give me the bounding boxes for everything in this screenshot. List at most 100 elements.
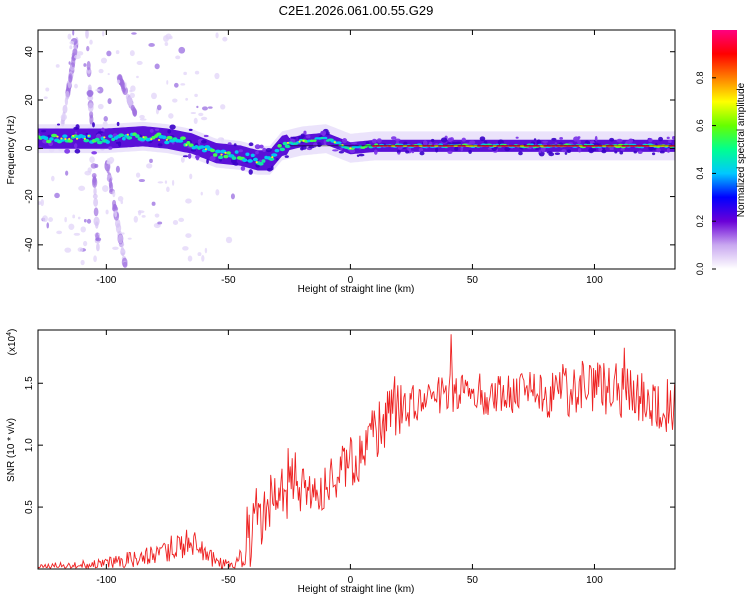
noise-blob <box>51 175 55 182</box>
spectrogram-xlabel: Height of straight line (km) <box>298 284 415 295</box>
noise-blob <box>105 209 109 215</box>
noise-blob <box>43 96 48 99</box>
noise-blob <box>182 246 189 251</box>
ridge-speckle <box>300 146 304 151</box>
noise-blob <box>127 237 132 240</box>
ridge-peak <box>157 138 161 141</box>
ridge-speckle <box>167 129 172 134</box>
noise-blob <box>183 71 187 76</box>
noise-blob <box>166 186 170 193</box>
noise-blob <box>115 50 120 55</box>
ridge-speckle <box>419 151 425 156</box>
ridge-core <box>122 136 126 141</box>
noise-blob <box>86 218 92 224</box>
ridge-speckle <box>411 150 415 154</box>
ridge-speckle <box>92 122 95 128</box>
ridge-speckle <box>666 136 670 140</box>
spectrogram-panel: -100 -50 0 50 100 -40 -20 0 20 40 Height of strai… <box>6 29 676 295</box>
ridge-core <box>234 150 239 154</box>
ridge-speckle <box>338 151 344 154</box>
noise-blob <box>38 201 42 205</box>
ridge-speckle <box>651 152 656 156</box>
noise-blob <box>80 259 85 266</box>
snr-scale-exponent: 4 <box>6 332 13 336</box>
ridge-speckle <box>358 153 365 157</box>
noise-blob <box>68 223 75 230</box>
ridge-speckle <box>74 148 81 154</box>
ridge-peak <box>87 134 90 137</box>
ridge-speckle <box>405 150 410 154</box>
noise-blob <box>68 61 71 65</box>
ridge-speckle <box>422 140 428 146</box>
ridge-core <box>268 157 275 161</box>
colorbar-label: Normalized spectral amplitude <box>736 82 747 217</box>
ridge-speckle <box>238 149 243 153</box>
ridge-peak <box>64 138 67 141</box>
ridge-speckle <box>447 150 453 154</box>
y-tick-label: -20 <box>24 189 35 204</box>
x-tick-label: -50 <box>221 575 236 586</box>
ridge-speckle <box>154 128 160 131</box>
ridge-speckle <box>614 150 618 154</box>
ridge-speckle <box>518 151 523 156</box>
noise-blob <box>172 219 179 226</box>
noise-blob <box>107 98 112 105</box>
noise-blob <box>67 33 72 40</box>
colorbar-tick-label: 0.8 <box>695 72 705 85</box>
noise-blob <box>97 103 104 110</box>
ridge-speckle <box>203 134 209 138</box>
noise-blob <box>98 68 104 74</box>
noise-blob <box>95 88 100 92</box>
noise-blob <box>174 82 179 88</box>
noise-blob <box>180 156 185 163</box>
ridge-core <box>118 133 125 138</box>
ridge-speckle <box>403 141 408 146</box>
ridge-core <box>271 153 278 157</box>
snr-frame <box>37 329 676 570</box>
ridge-speckle <box>233 162 239 166</box>
ridge-speckle <box>671 136 675 140</box>
ridge-speckle <box>577 139 581 145</box>
ridge-speckle <box>455 141 461 145</box>
noise-blob <box>97 86 104 94</box>
colorbar-tick-label: 0.2 <box>695 215 705 228</box>
ridge-speckle <box>255 150 259 155</box>
ridge-speckle <box>468 149 472 154</box>
noise-blob <box>194 70 200 75</box>
noise-streak <box>126 97 133 105</box>
ridge-core <box>250 153 255 158</box>
noise-blob <box>157 181 164 184</box>
ridge-speckle <box>169 124 176 130</box>
noise-blob <box>121 232 125 235</box>
noise-blob <box>116 79 121 84</box>
ridge-speckle <box>637 150 643 155</box>
snr-scale-suffix: ) <box>7 329 18 332</box>
ridge-core <box>212 153 218 157</box>
ridge-speckle <box>609 147 614 151</box>
ridge-peak <box>60 137 63 140</box>
ridge-core <box>126 136 133 140</box>
ridge-speckle <box>259 144 264 149</box>
ridge-peak <box>302 139 305 142</box>
noise-blob <box>65 170 69 176</box>
ridge-peak <box>72 134 75 137</box>
ridge-peak <box>255 161 258 164</box>
noise-blob <box>175 55 181 60</box>
y-tick-label: 20 <box>24 94 35 106</box>
noise-blob <box>204 247 208 254</box>
noise-blob <box>185 233 192 238</box>
ridge-speckle <box>95 133 102 139</box>
ridge-speckle <box>339 147 343 150</box>
ridge-peak <box>126 133 129 136</box>
ridge-speckle <box>559 137 564 140</box>
ridge-speckle <box>227 142 232 146</box>
ridge-speckle <box>108 146 113 150</box>
noise-blob <box>168 113 174 119</box>
ridge-speckle <box>116 121 120 127</box>
colorbar-tick-label: 0.0 <box>695 263 705 276</box>
ridge-speckle <box>536 139 542 145</box>
noise-blob <box>130 85 136 92</box>
ridge-speckle <box>594 135 598 142</box>
noise-blob <box>139 118 147 121</box>
noise-blob <box>164 41 169 47</box>
